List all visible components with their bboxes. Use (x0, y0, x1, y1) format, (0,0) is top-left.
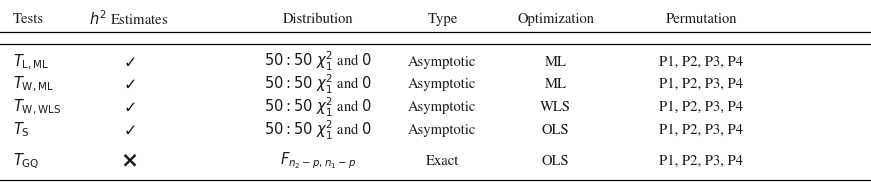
Text: Tests: Tests (13, 12, 44, 26)
Text: $50{:}50\ \chi^2_1$ and $0$: $50{:}50\ \chi^2_1$ and $0$ (264, 118, 372, 142)
Text: OLS: OLS (542, 154, 570, 168)
Text: $T_{\mathrm{W,WLS}}$: $T_{\mathrm{W,WLS}}$ (13, 98, 61, 117)
Text: ML: ML (544, 55, 567, 69)
Text: $50{:}50\ \chi^2_1$ and $0$: $50{:}50\ \chi^2_1$ and $0$ (264, 50, 372, 74)
Text: $\checkmark$: $\checkmark$ (123, 123, 135, 138)
Text: $h^2$ Estimates: $h^2$ Estimates (89, 10, 169, 28)
Text: ML: ML (544, 78, 567, 91)
Text: $\checkmark$: $\checkmark$ (123, 100, 135, 115)
Text: $T_{\mathrm{W,ML}}$: $T_{\mathrm{W,ML}}$ (13, 75, 54, 94)
Text: Asymptotic: Asymptotic (408, 78, 476, 91)
Text: $T_{\mathrm{S}}$: $T_{\mathrm{S}}$ (13, 121, 30, 139)
Text: $T_{\mathrm{GQ}}$: $T_{\mathrm{GQ}}$ (13, 151, 39, 171)
Text: $50{:}50\ \chi^2_1$ and $0$: $50{:}50\ \chi^2_1$ and $0$ (264, 73, 372, 96)
Text: P1, P2, P3, P4: P1, P2, P3, P4 (659, 154, 743, 168)
Text: Asymptotic: Asymptotic (408, 123, 476, 137)
Text: P1, P2, P3, P4: P1, P2, P3, P4 (659, 123, 743, 137)
Text: P1, P2, P3, P4: P1, P2, P3, P4 (659, 55, 743, 69)
Text: $\checkmark$: $\checkmark$ (123, 54, 135, 69)
Text: Optimization: Optimization (517, 12, 594, 26)
Text: Permutation: Permutation (665, 12, 737, 26)
Text: WLS: WLS (540, 101, 571, 114)
Text: Type: Type (428, 12, 457, 26)
Text: $\checkmark$: $\checkmark$ (123, 77, 135, 92)
Text: Asymptotic: Asymptotic (408, 55, 476, 69)
Text: OLS: OLS (542, 123, 570, 137)
Text: Asymptotic: Asymptotic (408, 101, 476, 114)
Text: $F_{n_2-p,n_1-p}$: $F_{n_2-p,n_1-p}$ (280, 151, 356, 171)
Text: $T_{\mathrm{L,ML}}$: $T_{\mathrm{L,ML}}$ (13, 52, 50, 72)
Text: Distribution: Distribution (282, 12, 354, 26)
Text: P1, P2, P3, P4: P1, P2, P3, P4 (659, 101, 743, 114)
Text: $50{:}50\ \chi^2_1$ and $0$: $50{:}50\ \chi^2_1$ and $0$ (264, 96, 372, 119)
Text: P1, P2, P3, P4: P1, P2, P3, P4 (659, 78, 743, 91)
Text: $\boldsymbol{\times}$: $\boldsymbol{\times}$ (120, 151, 138, 171)
Text: Exact: Exact (426, 154, 459, 168)
